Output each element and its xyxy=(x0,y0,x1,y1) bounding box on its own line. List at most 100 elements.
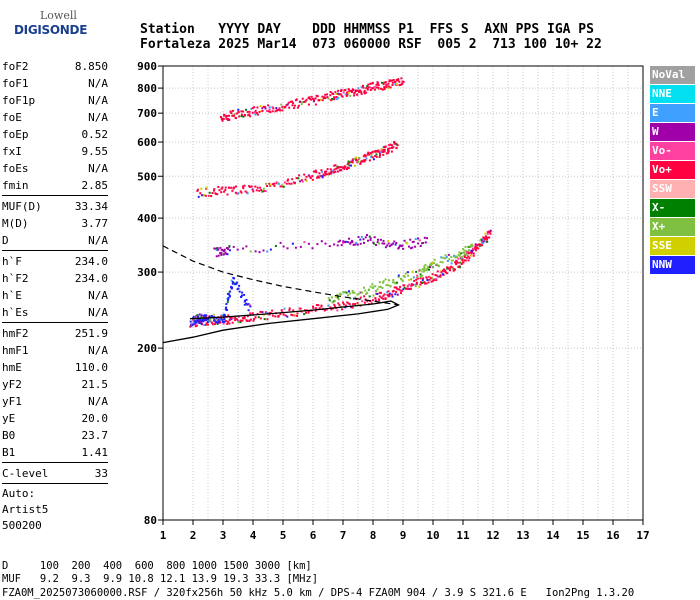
echo-point xyxy=(393,286,396,289)
echo-point xyxy=(486,240,489,243)
echo-point xyxy=(376,82,379,84)
echo-point xyxy=(317,304,320,307)
echo-point xyxy=(347,167,350,170)
echo-point xyxy=(382,153,385,156)
echo-point xyxy=(222,117,225,120)
echo-point xyxy=(366,88,369,91)
echo-point xyxy=(387,87,390,90)
param-label: foF1p xyxy=(2,94,36,107)
echo-point xyxy=(369,239,372,241)
echo-point xyxy=(243,293,246,296)
echo-point xyxy=(372,286,375,289)
legend-item: SSE xyxy=(650,237,695,255)
param-row: yF2 21.5 xyxy=(2,376,108,393)
echo-point xyxy=(320,304,323,307)
echo-point xyxy=(217,321,220,324)
echo-point xyxy=(345,291,348,294)
param-label: foEp xyxy=(2,128,29,141)
echo-point xyxy=(273,182,276,185)
echo-point xyxy=(382,281,384,284)
echo-point xyxy=(312,170,315,173)
echo-point xyxy=(455,263,458,266)
param-value: 33 xyxy=(94,467,108,480)
echo-point xyxy=(395,286,398,289)
logo-digisonde-text: DIGISONDE xyxy=(14,23,88,37)
echo-point xyxy=(203,317,206,320)
echo-point xyxy=(242,110,245,113)
echo-point xyxy=(245,298,248,301)
echo-point xyxy=(342,166,345,169)
param-label: h`F xyxy=(2,255,22,268)
header-values: Fortaleza 2025 Mar14 073 060000 RSF 005 … xyxy=(140,37,602,52)
echo-point xyxy=(344,89,347,91)
echo-point xyxy=(271,110,274,113)
echo-point xyxy=(366,153,369,156)
echo-point xyxy=(282,313,285,316)
echo-point xyxy=(225,115,228,117)
echo-point xyxy=(307,103,310,106)
echo-point xyxy=(333,164,336,167)
echo-point xyxy=(245,245,248,248)
echo-point xyxy=(406,271,409,274)
echo-point xyxy=(273,184,276,187)
param-label: D xyxy=(2,234,9,247)
echo-point xyxy=(236,192,239,195)
echo-point xyxy=(215,255,218,258)
param-row: h`F2 234.0 xyxy=(2,270,108,287)
echo-point xyxy=(207,315,210,318)
echo-point xyxy=(241,291,244,294)
auto-version: 500200 xyxy=(2,519,42,532)
echo-point xyxy=(336,165,339,168)
echo-point xyxy=(392,242,394,245)
echo-point xyxy=(408,245,410,248)
echo-point xyxy=(423,236,426,239)
echo-point xyxy=(422,242,425,244)
echo-point xyxy=(372,242,375,245)
echo-point xyxy=(460,252,463,255)
echo-point xyxy=(398,80,401,83)
echo-point xyxy=(382,280,385,283)
echo-point xyxy=(236,281,239,284)
echo-point xyxy=(292,102,295,104)
echo-point xyxy=(476,243,479,246)
echo-point xyxy=(464,259,467,262)
echo-point xyxy=(484,232,487,235)
echo-point xyxy=(424,241,427,244)
echo-point xyxy=(419,275,422,278)
y-tick-label: 400 xyxy=(137,212,157,225)
echo-point xyxy=(428,275,431,278)
echo-point xyxy=(338,93,341,96)
echo-point xyxy=(243,184,246,187)
echo-point xyxy=(227,117,230,120)
echo-point xyxy=(301,180,304,183)
echo-point xyxy=(378,242,381,245)
echo-point xyxy=(398,288,401,291)
echo-point xyxy=(383,150,386,153)
echo-point xyxy=(349,241,352,244)
echo-point xyxy=(416,274,419,277)
echo-point xyxy=(454,268,456,271)
echo-point xyxy=(453,255,456,258)
echo-point xyxy=(402,247,405,250)
echo-point xyxy=(247,114,250,117)
echo-point xyxy=(419,245,422,247)
echo-point xyxy=(352,243,355,246)
echo-point xyxy=(269,183,272,186)
echo-point xyxy=(427,266,430,269)
y-tick-label: 200 xyxy=(137,342,157,355)
echo-point xyxy=(440,269,443,272)
echo-point xyxy=(441,261,444,264)
echo-point xyxy=(203,324,206,326)
param-value: 234.0 xyxy=(74,272,108,285)
echo-point xyxy=(400,289,403,292)
echo-point xyxy=(434,274,437,276)
echo-point xyxy=(368,159,371,162)
echo-point xyxy=(388,292,391,295)
echo-point xyxy=(250,107,253,110)
echo-point xyxy=(369,152,372,154)
echo-point xyxy=(325,173,328,176)
echo-point xyxy=(409,238,412,241)
echo-point xyxy=(310,95,313,98)
echo-point xyxy=(220,191,223,194)
echo-point xyxy=(391,79,393,82)
